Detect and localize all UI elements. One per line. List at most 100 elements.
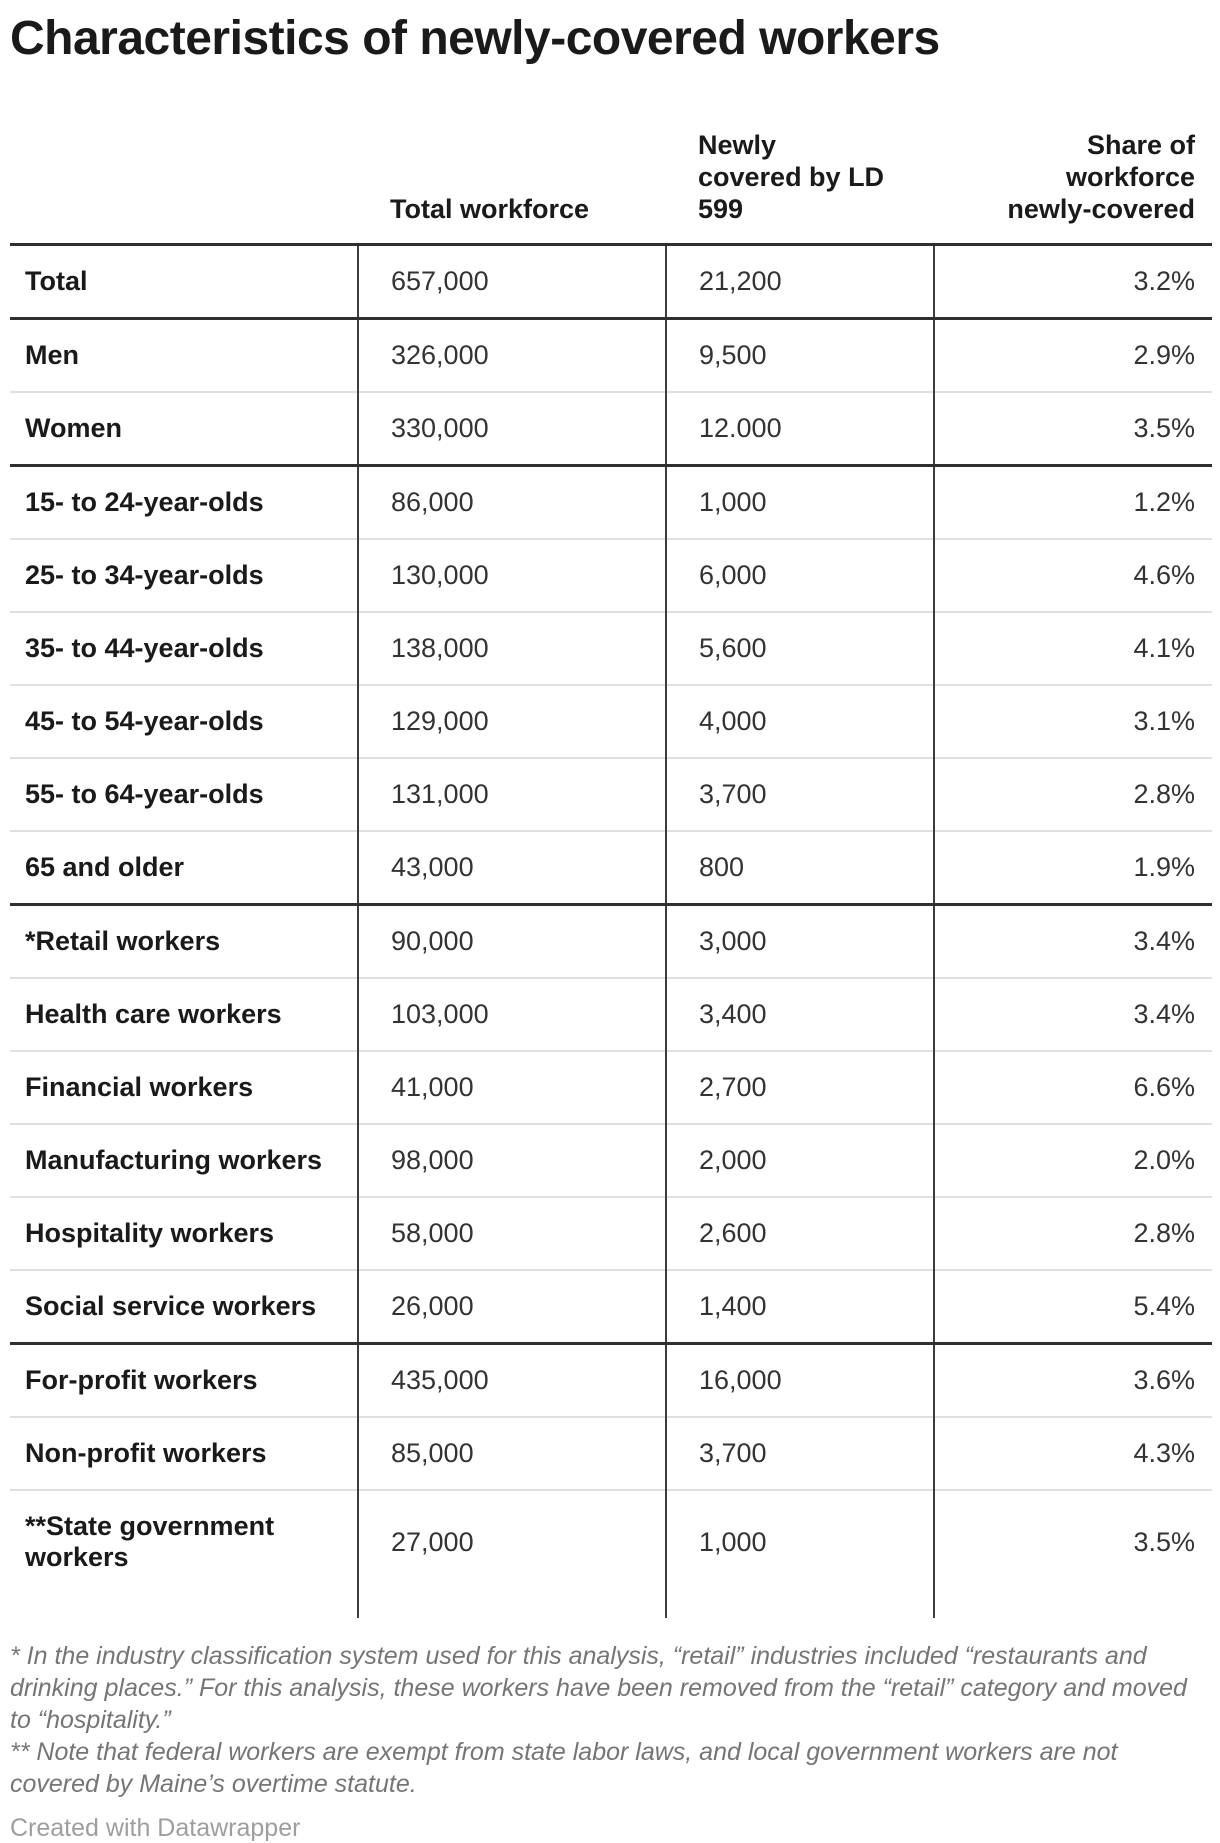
column-header-total-workforce: Total workforce (390, 194, 590, 224)
cell-workforce: 58,000 (357, 1196, 666, 1270)
cell-workforce: 98,000 (357, 1123, 666, 1197)
table-row: Manufacturing workers 98,000 2,000 2.0% (10, 1123, 1212, 1197)
cell-covered: 5,600 (665, 611, 934, 685)
cell-covered: 1,400 (665, 1269, 934, 1344)
row-label: Non-profit workers (10, 1416, 358, 1490)
row-label: Financial workers (10, 1050, 358, 1124)
row-label: 15- to 24-year-olds (25, 487, 264, 517)
table-row: 65 and older 43,000 800 1.9% (10, 830, 1212, 905)
table-row: 45- to 54-year-olds 129,000 4,000 3.1% (10, 684, 1212, 758)
cell-covered: 2,700 (665, 1050, 934, 1124)
column-header-category (10, 66, 358, 245)
cell-covered: 2,000 (665, 1123, 934, 1197)
cell-workforce: 131,000 (357, 757, 666, 831)
cell-share: 6.6% (933, 1050, 1212, 1124)
cell-workforce: 41,000 (357, 1050, 666, 1124)
row-label: Manufacturing workers (10, 1123, 358, 1197)
cell-workforce: 130,000 (357, 538, 666, 612)
table-row: For-profit workers 435,000 16,000 3.6% (10, 1343, 1212, 1417)
row-label: 65 and older (10, 830, 358, 905)
header-row: Total workforce Newly covered by LD 599 … (10, 66, 1212, 245)
cell-workforce: 26,000 (357, 1269, 666, 1344)
cell-share: 2.9% (933, 318, 1212, 392)
table-row: Total 657,000 21,200 3.2% (10, 244, 1212, 319)
row-label: For-profit workers (25, 1365, 258, 1395)
table-row: Social service workers 26,000 1,400 5.4% (10, 1269, 1212, 1344)
cell-share: 3.4% (933, 904, 1212, 978)
cell-workforce: 86,000 (357, 465, 666, 539)
row-label: Total (25, 266, 88, 296)
row-label: Health care workers (10, 977, 358, 1051)
table-row: 55- to 64-year-olds 131,000 3,700 2.8% (10, 757, 1212, 831)
section-total: Total 657,000 21,200 3.2% (10, 244, 1212, 319)
cell-covered: 3,700 (665, 757, 934, 831)
table-row: *Retail workers 90,000 3,000 3.4% (10, 904, 1212, 978)
datawrapper-attribution-link[interactable]: Created with Datawrapper (10, 1814, 301, 1842)
cell-covered: 4,000 (665, 684, 934, 758)
cell-covered: 800 (665, 830, 934, 905)
cell-covered: 6,000 (665, 538, 934, 612)
cell-share: 3.2% (933, 244, 1212, 319)
cell-share: 2.0% (933, 1123, 1212, 1197)
cell-covered: 16,000 (665, 1343, 934, 1417)
cell-share: 3.1% (933, 684, 1212, 758)
cell-covered: 3,700 (665, 1416, 934, 1490)
row-label: 45- to 54-year-olds (10, 684, 358, 758)
footnotes: * In the industry classification system … (10, 1640, 1212, 1800)
row-label: *Retail workers (25, 926, 221, 956)
cell-covered: 1,000 (665, 465, 934, 539)
cell-covered: 1,000 (665, 1489, 934, 1618)
table-row: Men 326,000 9,500 2.9% (10, 318, 1212, 392)
section-gender: Men 326,000 9,500 2.9% Women 330,000 12.… (10, 318, 1212, 466)
cell-workforce: 90,000 (357, 904, 666, 978)
cell-share: 2.8% (933, 757, 1212, 831)
row-label: 25- to 34-year-olds (10, 538, 358, 612)
cell-covered: 2,600 (665, 1196, 934, 1270)
cell-share: 2.8% (933, 1196, 1212, 1270)
cell-covered: 3,000 (665, 904, 934, 978)
footnote-retail: * In the industry classification system … (10, 1642, 1187, 1734)
cell-share: 3.5% (933, 1489, 1212, 1618)
column-header-newly-covered: Newly covered by LD 599 (698, 130, 885, 224)
row-label: Women (10, 391, 358, 466)
cell-share: 4.1% (933, 611, 1212, 685)
table-header: Total workforce Newly covered by LD 599 … (10, 66, 1212, 245)
cell-workforce: 43,000 (357, 830, 666, 905)
row-label: Social service workers (10, 1269, 358, 1344)
cell-workforce: 129,000 (357, 684, 666, 758)
cell-covered: 12.000 (665, 391, 934, 466)
footnote-federal: ** Note that federal workers are exempt … (10, 1738, 1118, 1798)
table-row: 35- to 44-year-olds 138,000 5,600 4.1% (10, 611, 1212, 685)
column-header-share: Share of workforce newly-covered (1007, 130, 1195, 224)
cell-workforce: 85,000 (357, 1416, 666, 1490)
row-label: 35- to 44-year-olds (10, 611, 358, 685)
table-row: Health care workers 103,000 3,400 3.4% (10, 977, 1212, 1051)
table-row: Hospitality workers 58,000 2,600 2.8% (10, 1196, 1212, 1270)
section-age: 15- to 24-year-olds 86,000 1,000 1.2% 25… (10, 465, 1212, 905)
section-sector: For-profit workers 435,000 16,000 3.6% N… (10, 1343, 1212, 1618)
cell-workforce: 435,000 (357, 1343, 666, 1417)
row-label: **State government workers (10, 1489, 358, 1618)
data-table: Total workforce Newly covered by LD 599 … (10, 66, 1212, 1618)
cell-workforce: 27,000 (357, 1489, 666, 1618)
table-row: **State government workers 27,000 1,000 … (10, 1489, 1212, 1618)
cell-share: 3.4% (933, 977, 1212, 1051)
table-row: Non-profit workers 85,000 3,700 4.3% (10, 1416, 1212, 1490)
cell-share: 1.2% (933, 465, 1212, 539)
cell-share: 4.3% (933, 1416, 1212, 1490)
cell-workforce: 657,000 (357, 244, 666, 319)
cell-covered: 3,400 (665, 977, 934, 1051)
cell-share: 1.9% (933, 830, 1212, 905)
cell-share: 5.4% (933, 1269, 1212, 1344)
cell-workforce: 103,000 (357, 977, 666, 1051)
row-label: Hospitality workers (10, 1196, 358, 1270)
table-row: 25- to 34-year-olds 130,000 6,000 4.6% (10, 538, 1212, 612)
page-title: Characteristics of newly-covered workers (10, 12, 940, 65)
cell-workforce: 330,000 (357, 391, 666, 466)
cell-share: 4.6% (933, 538, 1212, 612)
row-label: Men (25, 340, 79, 370)
cell-workforce: 138,000 (357, 611, 666, 685)
row-label: 55- to 64-year-olds (10, 757, 358, 831)
cell-workforce: 326,000 (357, 318, 666, 392)
cell-share: 3.6% (933, 1343, 1212, 1417)
